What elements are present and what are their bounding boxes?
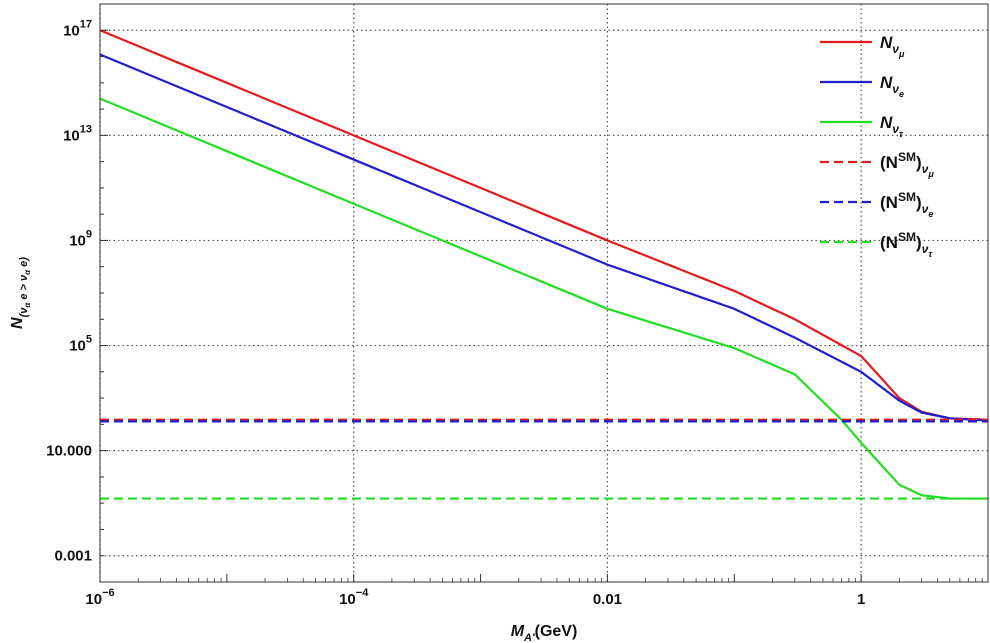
legend-label-3: (NSM)νμ <box>880 150 934 179</box>
series-line-0 <box>99 29 989 421</box>
series-line-1 <box>99 53 989 422</box>
axes <box>99 3 989 583</box>
grid <box>99 4 988 582</box>
y-tick-label-2: 105 <box>69 334 92 355</box>
y-tick-label-3: 109 <box>69 228 92 249</box>
y-tick-label-4: 1013 <box>63 123 92 144</box>
x-axis-title: MA'(GeV) <box>511 623 578 643</box>
legend-label-4: (NSM)νe <box>880 190 933 219</box>
legend-label-0: Nνμ <box>880 33 905 59</box>
x-tick-label-3: 1 <box>857 591 865 608</box>
series-line-2 <box>99 97 988 500</box>
legend-label-5: (NSM)ντ <box>880 230 933 259</box>
y-tick-label-1: 10.000 <box>46 443 92 460</box>
y-tick-label-0: 0.001 <box>54 548 92 565</box>
y-tick-label-5: 1017 <box>63 18 92 39</box>
tick-labels: 10−6 10−4 0.01 1 0.001 10.000 105 109 1013 1017 <box>46 18 865 608</box>
legend: Nνμ Nνe Nντ (NSM)νμ (NSM)νe (NSM)ντ <box>820 33 934 259</box>
legend-label-2: Nντ <box>880 113 904 139</box>
y-axis-title: N(να e > να e) <box>9 257 32 329</box>
x-tick-label-1: 10−4 <box>339 587 369 608</box>
plot-frame <box>99 3 989 583</box>
x-tick-label-0: 10−6 <box>85 587 114 608</box>
x-tick-label-2: 0.01 <box>593 591 622 608</box>
legend-label-1: Nνe <box>880 73 904 99</box>
axis-titles: MA'(GeV) N(να e > να e) <box>9 257 577 643</box>
series-group <box>99 29 989 500</box>
